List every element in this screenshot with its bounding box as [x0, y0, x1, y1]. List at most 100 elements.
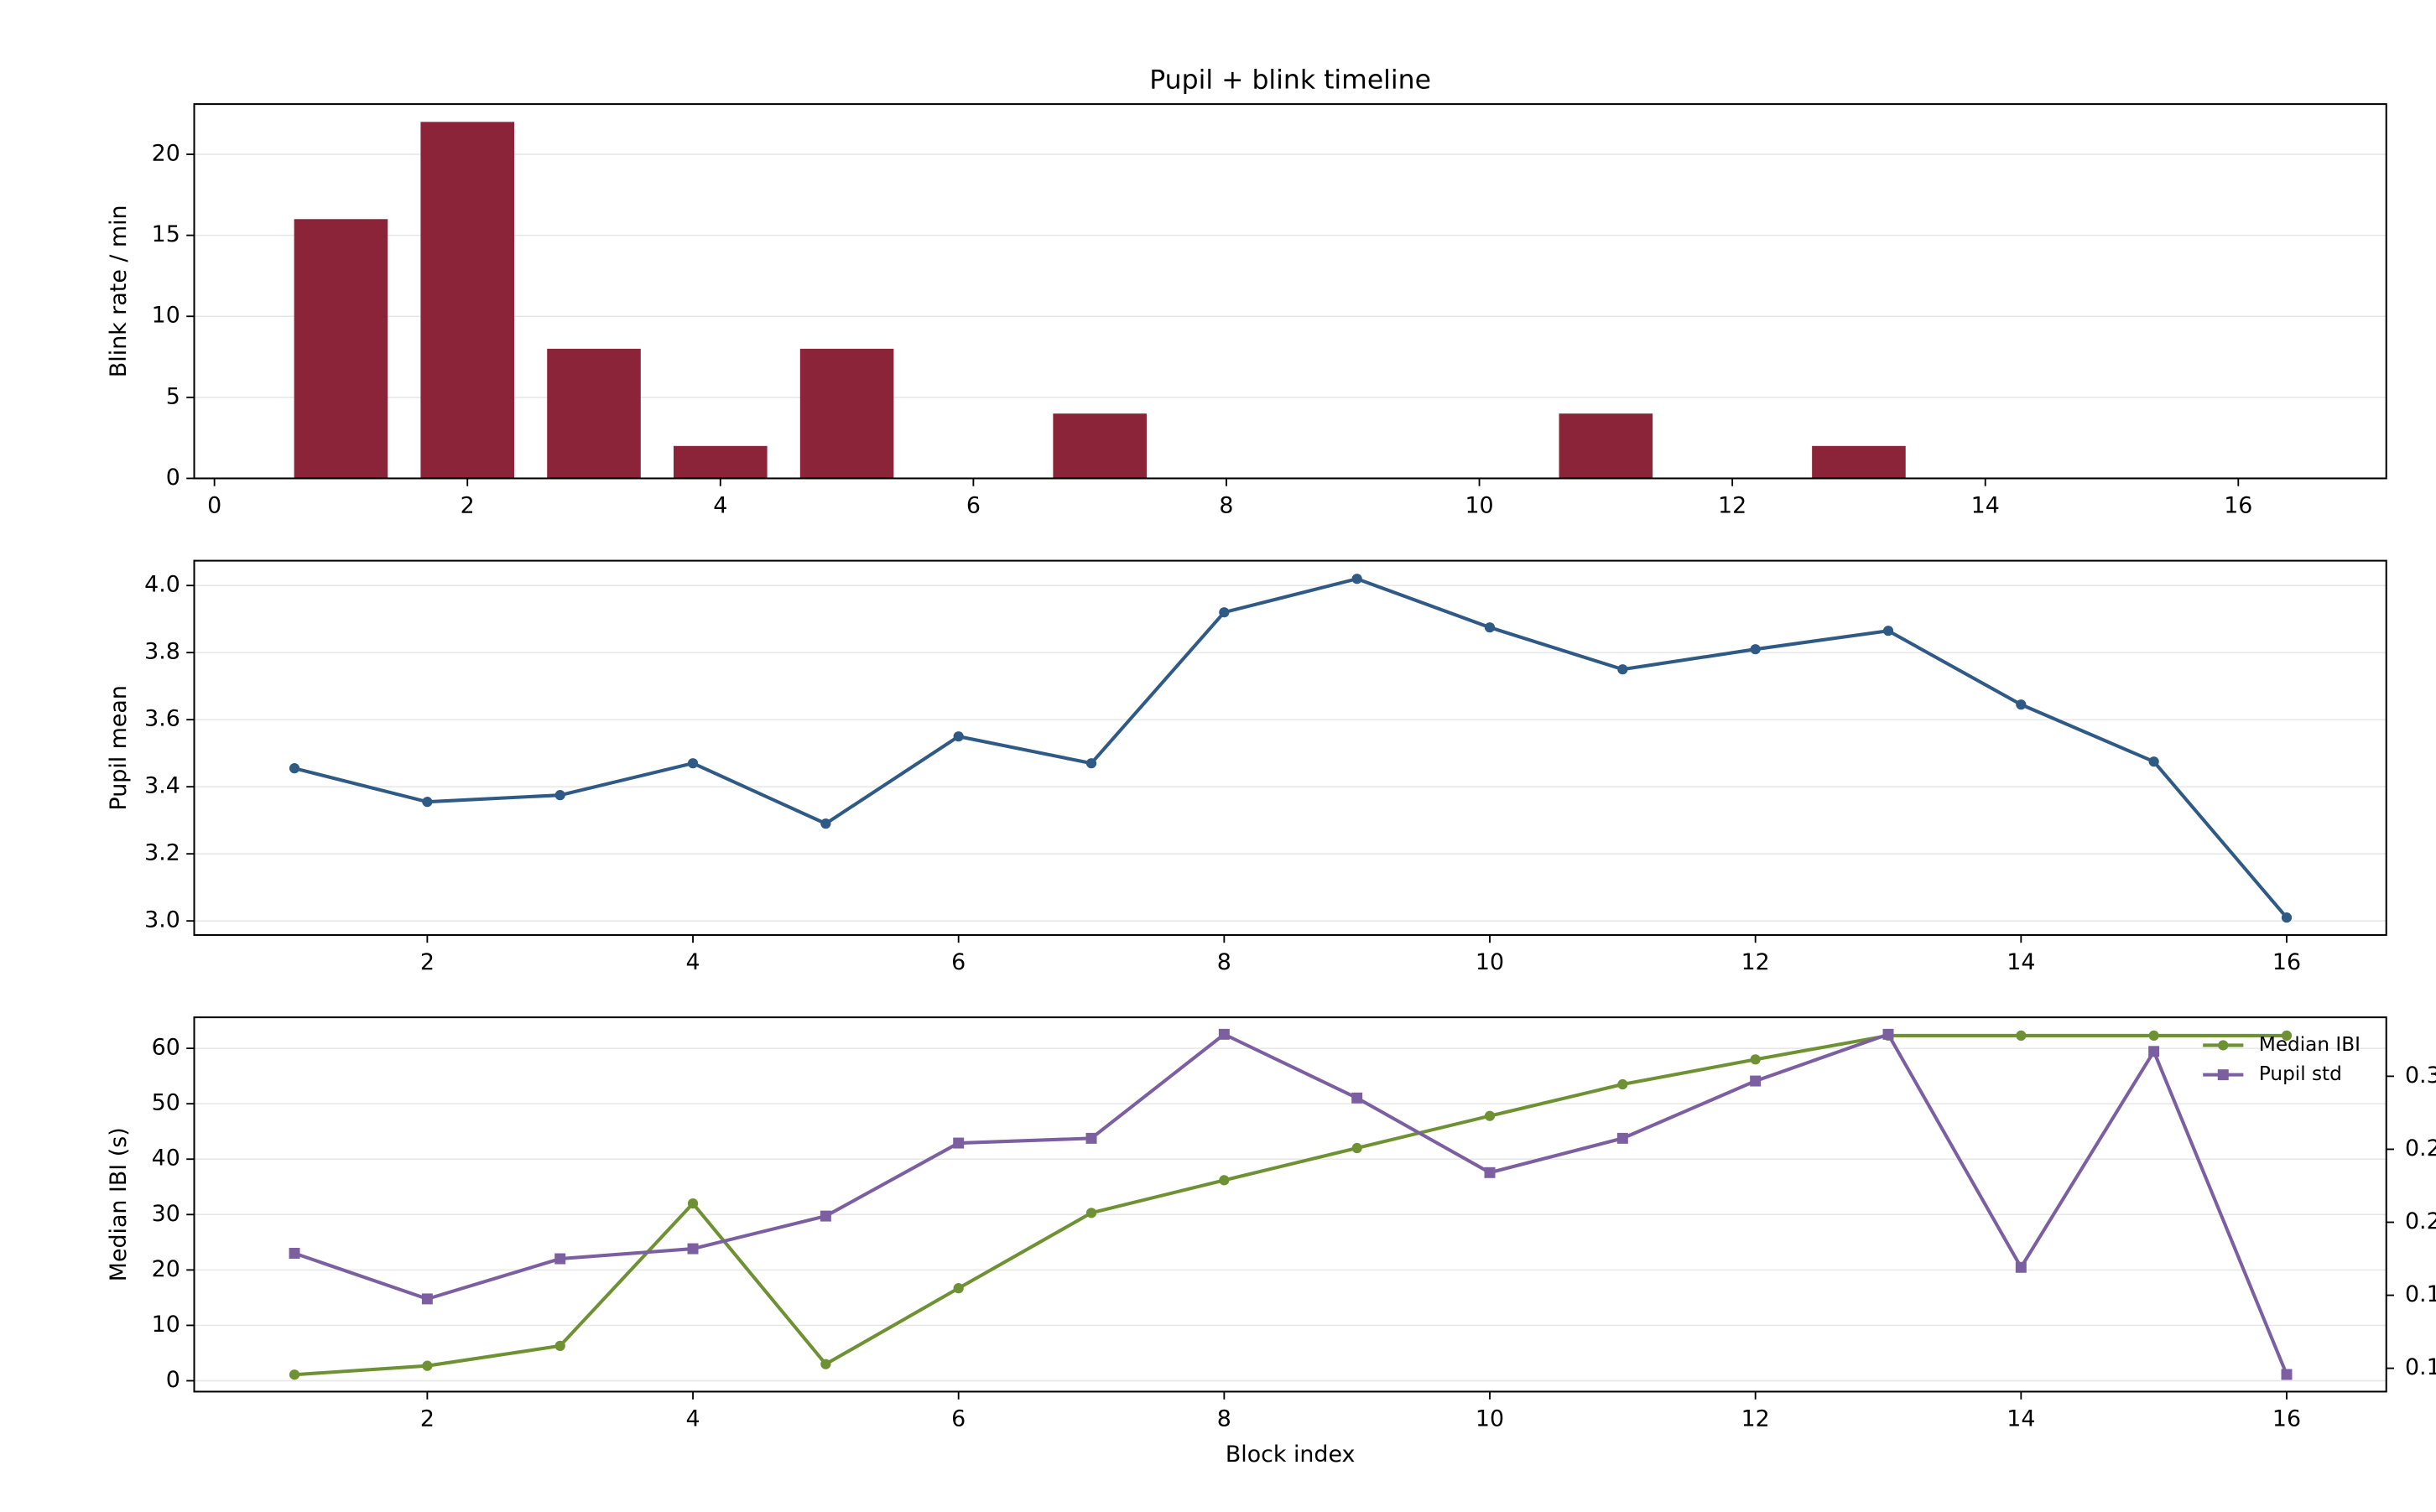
marker: [1351, 1092, 1363, 1104]
x-tick-label: 10: [1465, 492, 1493, 518]
y-tick-label: 3.6: [144, 706, 180, 732]
legend-marker: [2217, 1069, 2229, 1081]
bar: [294, 219, 388, 479]
y-axis-label: Blink rate / min: [106, 205, 132, 377]
y-tick-label: 20: [152, 141, 180, 167]
y-tick-label: 3.8: [144, 639, 180, 665]
marker: [289, 763, 300, 774]
bar: [799, 348, 894, 479]
marker: [2015, 1261, 2027, 1273]
x-tick-label: 2: [420, 1405, 435, 1431]
chart-title: Pupil + blink timeline: [1149, 65, 1431, 95]
y-tick-label: 50: [152, 1090, 180, 1116]
legend-marker: [2218, 1040, 2229, 1051]
x-tick-label: 16: [2272, 949, 2301, 975]
x-tick-label: 2: [461, 492, 475, 518]
marker: [1085, 1208, 1097, 1218]
x-tick-label: 4: [685, 949, 700, 975]
marker: [1085, 758, 1097, 769]
marker: [1617, 664, 1628, 675]
marker: [1219, 607, 1230, 618]
x-tick-label: 6: [951, 1405, 966, 1431]
y-tick-label: 60: [152, 1035, 180, 1061]
y2-tick-label: 0.2: [2405, 1135, 2436, 1161]
bar: [1559, 413, 1653, 479]
legend-label: Median IBI: [2259, 1034, 2361, 1056]
x-tick-label: 12: [1718, 492, 1746, 518]
plot-frame: [193, 559, 2387, 936]
y2-tick-label: 0.3: [2405, 1063, 2436, 1089]
plot-frame: [193, 1016, 2387, 1393]
marker: [2016, 1030, 2027, 1042]
marker: [687, 1198, 699, 1209]
marker: [1351, 1142, 1362, 1154]
series-line: [294, 1033, 2287, 1377]
marker: [687, 1243, 699, 1255]
marker: [2148, 1030, 2159, 1042]
marker: [422, 1360, 433, 1371]
marker: [2281, 912, 2293, 923]
x-tick-label: 14: [2007, 949, 2035, 975]
marker: [2016, 699, 2027, 710]
marker: [1484, 622, 1496, 633]
series-line: [294, 577, 2288, 919]
marker: [1218, 1028, 1230, 1040]
y-tick-label: 30: [152, 1201, 180, 1227]
marker: [554, 1253, 566, 1265]
marker: [820, 818, 831, 829]
y2-tick-label: 0.1: [2405, 1354, 2436, 1380]
y-tick-label: 3.4: [144, 773, 180, 799]
bar: [674, 445, 768, 479]
marker: [2281, 1030, 2293, 1042]
marker: [1484, 1110, 1496, 1121]
x-tick-label: 14: [2007, 1405, 2035, 1431]
y-tick-label: 3.0: [144, 907, 180, 933]
x-tick-label: 14: [1971, 492, 2000, 518]
x-tick-label: 16: [2272, 1405, 2301, 1431]
marker: [422, 797, 433, 808]
y-tick-label: 5: [166, 383, 180, 409]
marker: [953, 1137, 965, 1149]
x-tick-label: 16: [2224, 492, 2252, 518]
bar: [1812, 445, 1906, 479]
x-tick-label: 0: [207, 492, 221, 518]
bar: [1053, 413, 1147, 479]
y-tick-label: 10: [152, 303, 180, 329]
marker: [1085, 1132, 1097, 1144]
y-tick-label: 15: [152, 221, 180, 247]
x-tick-label: 8: [1219, 492, 1233, 518]
y-tick-label: 4.0: [144, 572, 180, 598]
y-tick-label: 3.2: [144, 840, 180, 866]
y-tick-label: 0: [166, 1367, 180, 1393]
marker: [289, 1369, 300, 1380]
x-tick-label: 2: [420, 949, 435, 975]
y-tick-label: 40: [152, 1146, 180, 1172]
marker: [953, 731, 964, 742]
x-tick-label: 10: [1476, 949, 1504, 975]
plot-frame: [193, 103, 2387, 480]
marker: [1750, 1054, 1761, 1065]
x-tick-label: 10: [1476, 1405, 1504, 1431]
x-tick-label: 12: [1741, 949, 1770, 975]
marker: [421, 1293, 433, 1305]
x-tick-label: 4: [713, 492, 727, 518]
y2-tick-label: 0.1: [2405, 1281, 2436, 1307]
marker: [1616, 1132, 1628, 1144]
marker: [1351, 574, 1362, 585]
x-tick-label: 8: [1217, 949, 1231, 975]
marker: [2148, 756, 2159, 767]
marker: [1484, 1166, 1496, 1178]
y-tick-label: 10: [152, 1312, 180, 1338]
y-tick-label: 0: [166, 465, 180, 491]
y2-tick-label: 0.2: [2405, 1208, 2436, 1234]
y-tick-label: 20: [152, 1256, 180, 1282]
x-tick-label: 12: [1741, 1405, 1770, 1431]
x-tick-label: 6: [951, 949, 966, 975]
marker: [1617, 1078, 1628, 1090]
marker: [1750, 644, 1761, 655]
marker: [820, 1210, 831, 1222]
marker: [1750, 1075, 1762, 1087]
marker: [1219, 1175, 1230, 1186]
y-axis-label: Median IBI (s): [106, 1127, 132, 1281]
